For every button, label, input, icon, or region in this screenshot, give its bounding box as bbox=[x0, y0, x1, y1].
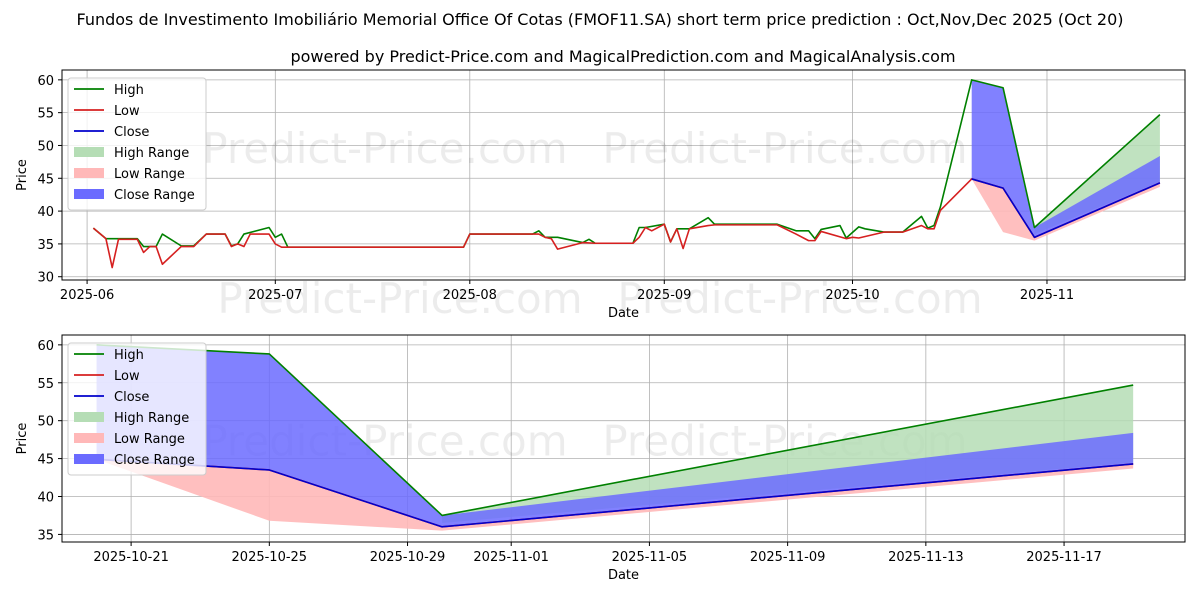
top-low-range-band bbox=[971, 178, 1160, 241]
top-y-axis-label: Price bbox=[15, 159, 30, 191]
bottom-x-axis-label: Date bbox=[608, 568, 639, 583]
top-watermarks: Predict-Price.com Predict-Price.com Predic… bbox=[202, 124, 982, 323]
top-legend-label: High bbox=[114, 83, 144, 98]
bottom-x-tick-label: 2025-11-09 bbox=[750, 550, 826, 565]
watermark-text: Predict-Price.com bbox=[602, 124, 967, 173]
watermark-text: Predict-Price.com bbox=[202, 124, 567, 173]
bottom-legend-label: Low bbox=[114, 369, 140, 384]
top-legend: High Low Close High Range Low Range Close Ran… bbox=[67, 77, 207, 211]
bottom-legend: High Low Close High Range Low Range Close Ran… bbox=[67, 342, 207, 476]
top-y-tick-label: 55 bbox=[37, 107, 54, 122]
top-y-tick-label: 40 bbox=[37, 205, 54, 220]
bottom-legend-swatch bbox=[74, 454, 104, 464]
top-x-tick-label: 2025-11 bbox=[1020, 288, 1074, 303]
bottom-legend-label: Low Range bbox=[114, 432, 185, 447]
watermark-text: Predict-Price.com bbox=[217, 274, 582, 323]
bottom-high-range-band bbox=[442, 385, 1134, 524]
bottom-axes-frame bbox=[61, 334, 1186, 543]
top-x-tick-label: 2025-07 bbox=[248, 288, 302, 303]
top-high-range-band bbox=[1034, 114, 1160, 235]
bottom-y-tick-label: 55 bbox=[37, 377, 54, 392]
bottom-x-tick-label: 2025-10-25 bbox=[232, 550, 308, 565]
watermark-text: Predict-Price.com bbox=[617, 274, 982, 323]
bottom-legend-swatch bbox=[74, 433, 104, 443]
bottom-y-tick-label: 60 bbox=[37, 339, 54, 354]
top-y-tick-label: 35 bbox=[37, 238, 54, 253]
bottom-panel: Predict-Price.com Predict-Price.com354045… bbox=[15, 334, 1186, 583]
top-x-axis-label: Date bbox=[608, 306, 639, 321]
top-legend-swatch bbox=[74, 168, 104, 178]
bottom-low-range-band bbox=[96, 459, 1134, 531]
top-legend-label: High Range bbox=[114, 146, 189, 161]
bottom-y-tick-label: 35 bbox=[37, 528, 54, 543]
top-y-tick-label: 60 bbox=[37, 74, 54, 89]
bottom-close-range-band bbox=[96, 344, 1134, 527]
top-legend-label: Close bbox=[114, 125, 149, 140]
bottom-x-tick-label: 2025-11-13 bbox=[888, 550, 964, 565]
bottom-x-tick-label: 2025-11-17 bbox=[1026, 550, 1102, 565]
bottom-x-tick-label: 2025-11-01 bbox=[473, 550, 549, 565]
chart-subtitle: powered by Predict-Price.com and Magical… bbox=[290, 47, 955, 66]
bottom-y-tick-label: 45 bbox=[37, 453, 54, 468]
top-y-tick-label: 30 bbox=[37, 271, 54, 286]
top-x-tick-label: 2025-06 bbox=[60, 288, 114, 303]
top-y-tick-label: 50 bbox=[37, 139, 54, 154]
top-panel: Predict-Price.com Predict-Price.com Predic… bbox=[15, 69, 1186, 323]
chart-title: Fundos de Investimento Imobiliário Memor… bbox=[77, 10, 1124, 29]
top-legend-label: Low bbox=[114, 104, 140, 119]
bottom-x-tick-label: 2025-10-29 bbox=[370, 550, 446, 565]
bottom-legend-swatch bbox=[74, 412, 104, 422]
bottom-legend-label: High Range bbox=[114, 411, 189, 426]
top-close-range-band bbox=[971, 79, 1160, 238]
bottom-y-tick-label: 40 bbox=[37, 491, 54, 506]
top-x-tick-label: 2025-08 bbox=[443, 288, 497, 303]
top-axes-frame bbox=[61, 69, 1186, 281]
bottom-y-axis-label: Price bbox=[15, 423, 30, 455]
bottom-y-tick-label: 50 bbox=[37, 415, 54, 430]
top-close-line bbox=[971, 178, 1161, 239]
top-legend-swatch bbox=[74, 189, 104, 199]
bottom-x-tick-label: 2025-10-21 bbox=[93, 550, 169, 565]
bottom-legend-label: Close bbox=[114, 390, 149, 405]
top-x-tick-label: 2025-09 bbox=[637, 288, 691, 303]
top-legend-label: Close Range bbox=[114, 188, 195, 203]
bottom-legend-label: High bbox=[114, 348, 144, 363]
bottom-legend-label: Close Range bbox=[114, 453, 195, 468]
top-plot-area bbox=[92, 79, 1161, 269]
top-y-tick-label: 45 bbox=[37, 172, 54, 187]
top-legend-swatch bbox=[74, 147, 104, 157]
bottom-x-tick-label: 2025-11-05 bbox=[612, 550, 688, 565]
top-x-tick-label: 2025-10 bbox=[825, 288, 879, 303]
top-low-line bbox=[92, 178, 1161, 269]
top-legend-label: Low Range bbox=[114, 167, 185, 182]
